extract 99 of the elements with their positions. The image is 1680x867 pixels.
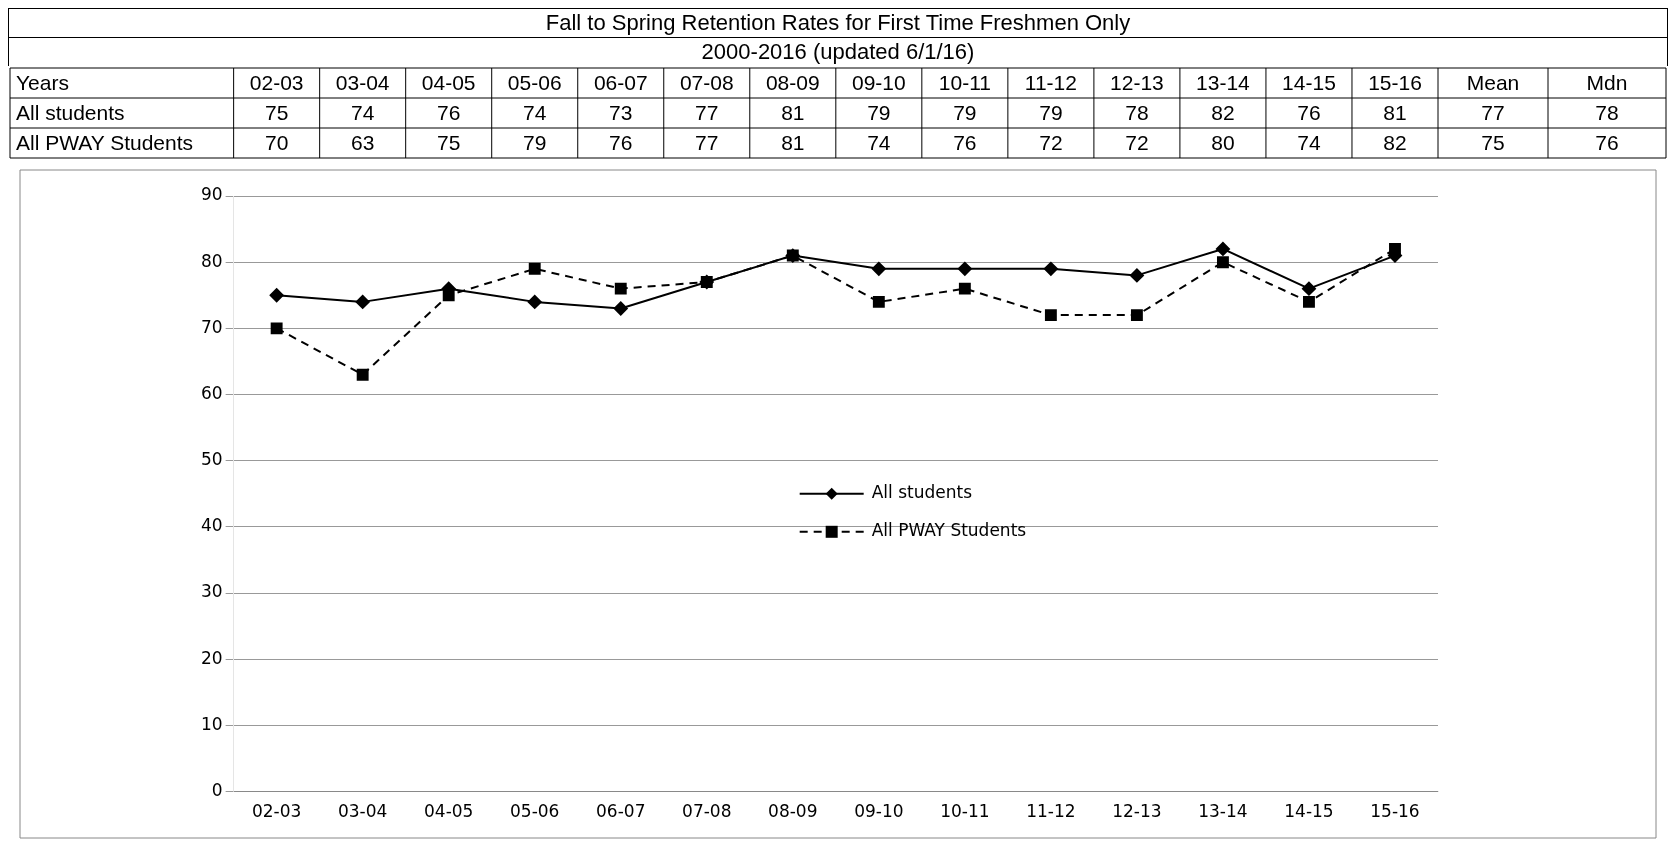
data-label: 79 — [523, 130, 547, 154]
text: All PWAY Students — [16, 130, 194, 154]
point — [1301, 281, 1316, 296]
x-tick-label: 14-15 — [1284, 801, 1334, 822]
data-label: 74 — [523, 100, 547, 124]
data-label: 82 — [1383, 130, 1407, 154]
data-label: 75 — [437, 130, 461, 154]
x-tick-label: 10-11 — [940, 801, 990, 822]
y-tick-label: 90 — [200, 184, 223, 205]
x-tick-label: 07-08 — [682, 801, 732, 822]
chart-subtitle: 2000-2016 (updated 6/1/16) — [8, 37, 1668, 66]
data-label: 79 — [1039, 100, 1063, 124]
y-tick-label: 30 — [200, 581, 223, 602]
data-label: 76 — [609, 130, 633, 154]
data-label: 72 — [1125, 130, 1149, 154]
category-label: 14-15 — [1282, 70, 1336, 94]
x-tick-label: 12-13 — [1112, 801, 1162, 822]
point — [1129, 268, 1144, 283]
category-label: 03-04 — [335, 70, 390, 94]
legend-label: All students — [871, 482, 973, 503]
data-label: 75 — [264, 100, 289, 124]
point — [355, 294, 370, 309]
data-label: 74 — [350, 100, 375, 124]
data-label: 81 — [781, 130, 805, 154]
data-label: 79 — [867, 100, 891, 124]
data-label: 72 — [1039, 130, 1063, 154]
data-label: 63 — [350, 130, 375, 154]
point — [269, 288, 284, 303]
y-tick-label: 60 — [200, 382, 223, 403]
text: Mdn — [1586, 70, 1628, 94]
data-label: 76 — [1297, 100, 1321, 124]
y-tick-label: 0 — [211, 780, 223, 801]
category-label: 15-16 — [1368, 70, 1422, 94]
point — [1303, 295, 1315, 308]
category-label: 12-13 — [1110, 70, 1164, 94]
text: 77 — [1481, 100, 1505, 124]
chart-title: Fall to Spring Retention Rates for First Time Freshmen Only — [8, 8, 1668, 37]
point — [613, 301, 628, 316]
data-label: 82 — [1211, 100, 1235, 124]
data-label: 76 — [953, 130, 977, 154]
text: 78 — [1595, 100, 1619, 124]
category-label: 02-03 — [249, 70, 304, 94]
category-label: 07-08 — [679, 70, 734, 94]
data-label: 79 — [953, 100, 977, 124]
data-label: 74 — [867, 130, 891, 154]
y-tick-label: 50 — [200, 449, 223, 470]
x-tick-label: 13-14 — [1198, 801, 1248, 822]
text: Years — [16, 70, 69, 94]
point — [614, 282, 627, 295]
point — [1216, 256, 1229, 269]
point — [1130, 309, 1143, 322]
point — [872, 295, 885, 308]
data-label: 81 — [1383, 100, 1407, 124]
point — [270, 322, 283, 335]
point — [528, 262, 541, 275]
y-tick-label: 80 — [200, 250, 223, 271]
x-tick-label: 02-03 — [251, 801, 302, 822]
data-label: 73 — [609, 100, 633, 124]
point — [958, 282, 971, 295]
point — [1044, 309, 1057, 322]
category-label: 05-06 — [507, 70, 562, 94]
y-tick-label: 20 — [200, 647, 223, 668]
x-tick-label: 05-06 — [510, 801, 560, 822]
legend-label: All PWAY Students — [871, 520, 1027, 541]
x-tick-label: 04-05 — [423, 801, 474, 822]
point — [1043, 261, 1058, 276]
x-tick-label: 03-04 — [337, 801, 388, 822]
point — [356, 368, 369, 381]
y-tick-label: 10 — [200, 713, 223, 734]
data-label: 70 — [264, 130, 289, 154]
x-tick-label: 06-07 — [596, 801, 646, 822]
x-tick-label: 08-09 — [768, 801, 818, 822]
category-label: 11-12 — [1024, 70, 1077, 94]
point — [1215, 241, 1230, 256]
text: 76 — [1595, 130, 1619, 154]
data-label: 80 — [1211, 130, 1235, 154]
x-tick-label: 09-10 — [854, 801, 904, 822]
category-label: 06-07 — [593, 70, 648, 94]
point — [871, 261, 886, 276]
data-label: 81 — [781, 100, 805, 124]
data-label: 77 — [695, 130, 719, 154]
x-tick-label: 15-16 — [1370, 801, 1420, 822]
y-tick-label: 40 — [200, 515, 223, 536]
text: All students — [16, 100, 125, 124]
data-label: 74 — [1297, 130, 1321, 154]
category-label: 04-05 — [421, 70, 476, 94]
category-label: 13-14 — [1196, 70, 1250, 94]
data-label: 77 — [695, 100, 719, 124]
category-label: 10-11 — [938, 70, 991, 94]
text: Mean — [1466, 70, 1520, 94]
text: 75 — [1481, 130, 1505, 154]
point — [957, 261, 972, 276]
category-label: 09-10 — [851, 70, 906, 94]
y-tick-label: 70 — [200, 316, 223, 337]
x-tick-label: 11-12 — [1026, 801, 1076, 822]
point — [527, 294, 542, 309]
category-label: 08-09 — [765, 70, 820, 94]
data-label: 78 — [1125, 100, 1149, 124]
data-label: 76 — [437, 100, 461, 124]
